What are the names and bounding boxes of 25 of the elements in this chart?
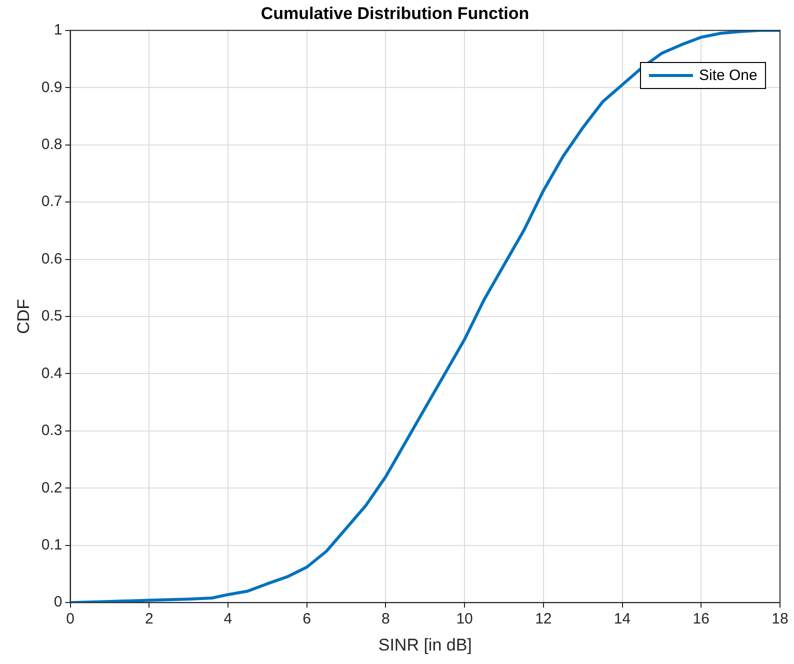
y-tick-label: 0.2 bbox=[41, 479, 62, 496]
x-tick-label: 8 bbox=[382, 610, 390, 628]
y-tick-label: 0.7 bbox=[41, 193, 62, 210]
x-tick-label: 2 bbox=[144, 610, 154, 628]
y-tick-label: 0.4 bbox=[41, 364, 62, 382]
y-tick-label: 0.5 bbox=[41, 308, 62, 325]
y-tick-label: 0.6 bbox=[41, 250, 62, 268]
y-tick-label: 0.1 bbox=[41, 536, 62, 554]
x-tick-label: 6 bbox=[302, 610, 312, 628]
x-tick-label: 0 bbox=[66, 610, 74, 628]
legend-label: Site One bbox=[699, 67, 758, 84]
x-tick-label: 14 bbox=[614, 610, 631, 628]
x-tick-label: 4 bbox=[224, 610, 232, 628]
y-tick-label: 0.9 bbox=[41, 78, 62, 96]
y-tick-label: 1 bbox=[54, 22, 62, 39]
x-axis-title: SINR [in dB] bbox=[378, 635, 472, 654]
y-tick-label: 0.3 bbox=[41, 422, 62, 440]
chart-title: Cumulative Distribution Function bbox=[260, 4, 530, 23]
x-tick-label: 16 bbox=[692, 610, 710, 628]
y-tick-label: 0 bbox=[54, 594, 62, 611]
y-tick-label: 0.8 bbox=[41, 136, 62, 153]
x-tick-label: 10 bbox=[456, 610, 473, 628]
x-tick-label: 12 bbox=[535, 610, 552, 628]
y-axis-title: CDF bbox=[14, 299, 33, 334]
x-tick-label: 18 bbox=[772, 610, 788, 628]
